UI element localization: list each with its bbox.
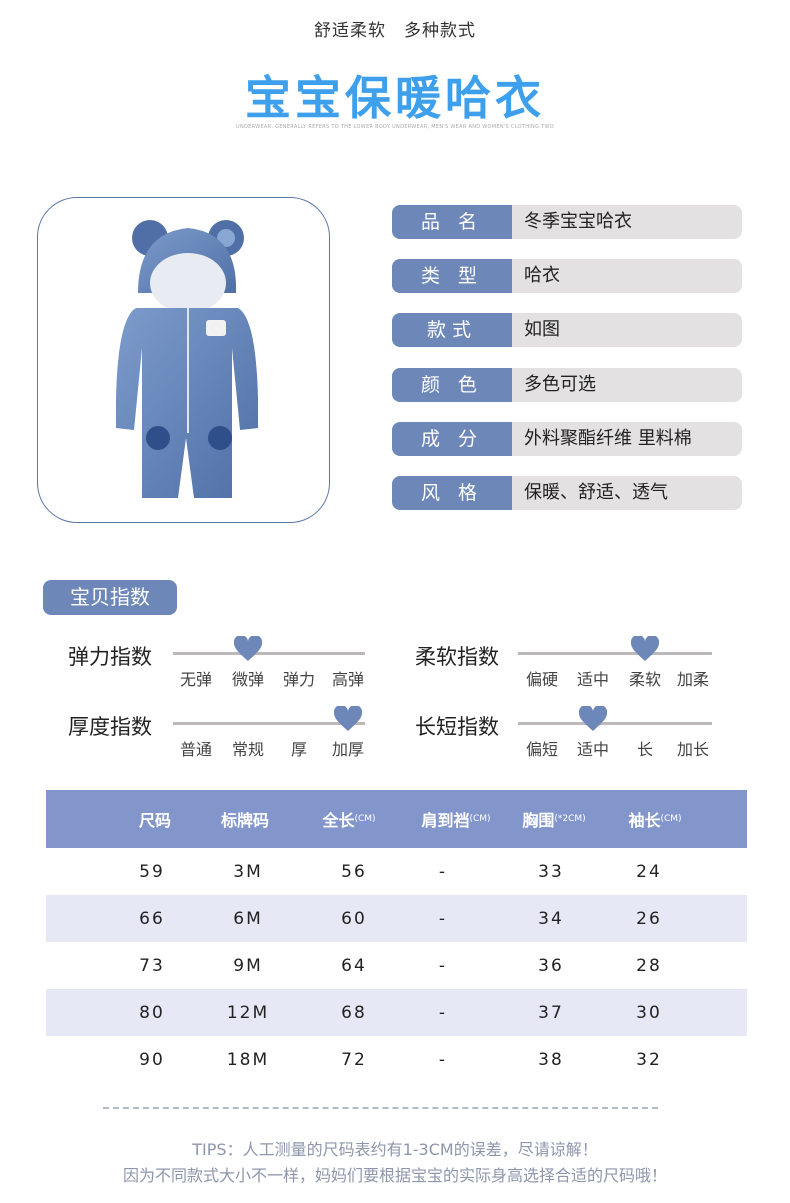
heart-icon: [333, 704, 363, 732]
info-value: 冬季宝宝哈衣: [512, 205, 742, 239]
index-level: 弹力: [282, 670, 315, 689]
table-cell: 26: [636, 908, 662, 929]
column-header: 袖长 (CM): [628, 811, 682, 830]
table-cell: 28: [636, 955, 662, 976]
table-cell: -: [438, 1002, 448, 1023]
info-label: 品 名: [392, 205, 512, 239]
index-track: [518, 652, 712, 655]
tips-line-2: 因为不同款式大小不一样，妈妈们要根据宝宝的实际身高选择合适的尺码哦！: [122, 1166, 667, 1185]
info-label: 类 型: [392, 259, 512, 294]
table-cell: 73: [139, 955, 165, 976]
column-header: 肩到裆 (CM): [421, 811, 491, 830]
table-cell: 34: [538, 908, 564, 929]
divider: [103, 1107, 658, 1109]
index-level: 适中: [576, 670, 609, 689]
table-cell: 33: [538, 861, 564, 882]
table-cell: 60: [341, 908, 367, 929]
index-section-title: 宝贝指数: [43, 580, 177, 615]
table-row: 73 9M 64 - 36 28: [46, 942, 747, 989]
info-value: 如图: [512, 313, 742, 348]
tips-line-1: TIPS：人工测量的尺码表约有1-3CM的误差，尽请谅解！: [192, 1140, 598, 1159]
product-image: [37, 197, 330, 523]
index-level: 常规: [231, 740, 264, 759]
table-row: 90 18M 72 - 38 32: [46, 1036, 747, 1083]
index-track: [173, 722, 365, 725]
index-level: 加厚: [331, 740, 364, 759]
index-level: 偏短: [525, 740, 558, 759]
table-cell: 9M: [233, 955, 263, 976]
info-label: 风 格: [392, 476, 512, 510]
info-value: 多色可选: [512, 367, 742, 402]
table-cell: 72: [341, 1049, 367, 1070]
index-track: [518, 722, 712, 725]
heart-icon: [233, 634, 263, 662]
table-row: 80 12M 68 - 37 30: [46, 989, 747, 1036]
table-cell: 6M: [233, 908, 263, 929]
table-cell: 90: [139, 1049, 165, 1070]
index-level: 无弹: [179, 670, 212, 689]
index-level: 加长: [676, 740, 709, 759]
index-level: 微弹: [231, 670, 264, 689]
table-header: 尺码 标牌码 全长 (CM) 肩到裆 (CM) 胸围 (*2CM) 袖长 (CM): [46, 790, 747, 848]
table-cell: 30: [636, 1002, 662, 1023]
table-cell: 37: [538, 1002, 564, 1023]
heart-icon: [630, 634, 660, 662]
index-name: 长短指数: [415, 715, 499, 739]
table-cell: 12M: [226, 1002, 270, 1023]
table-cell: -: [438, 861, 448, 882]
index-level: 加柔: [676, 670, 709, 689]
subtitle: 舒适柔软 多种款式: [314, 21, 476, 41]
index-level: 适中: [576, 740, 609, 759]
index-level: 高弹: [331, 670, 364, 689]
index-name: 弹力指数: [68, 645, 152, 669]
index-track: [173, 652, 365, 655]
info-value: 哈衣: [512, 259, 742, 294]
table-cell: 36: [538, 955, 564, 976]
table-row: 66 6M 60 - 34 26: [46, 895, 747, 942]
table-cell: -: [438, 908, 448, 929]
table-cell: -: [438, 955, 448, 976]
index-name: 柔软指数: [415, 645, 499, 669]
column-header: 全长 (CM): [322, 811, 376, 830]
info-value: 保暖、舒适、透气: [512, 476, 742, 510]
table-cell: 56: [341, 861, 367, 882]
page-title: 宝宝保暖哈衣: [245, 71, 545, 125]
romper-icon: [116, 220, 258, 498]
english-tagline: UNDERWEAR, GENERALLY REFERS TO THE LOWER…: [236, 124, 554, 130]
table-cell: 32: [636, 1049, 662, 1070]
table-cell: 18M: [226, 1049, 270, 1070]
table-cell: 59: [139, 861, 165, 882]
table-cell: 38: [538, 1049, 564, 1070]
info-label: 成 分: [392, 421, 512, 456]
table-cell: 24: [636, 861, 662, 882]
table-cell: -: [438, 1049, 448, 1070]
size-table: 尺码 标牌码 全长 (CM) 肩到裆 (CM) 胸围 (*2CM) 袖长 (CM) 59 3M 56 -…: [46, 790, 747, 1083]
index-level: 普通: [179, 740, 212, 759]
info-label: 款式: [392, 313, 512, 348]
table-cell: 80: [139, 1002, 165, 1023]
index-level: 柔软: [628, 670, 661, 689]
table-cell: 64: [341, 955, 367, 976]
table-cell: 66: [139, 908, 165, 929]
column-header: 尺码: [138, 811, 171, 830]
info-label: 颜 色: [392, 367, 512, 402]
column-header: 标牌码: [220, 811, 269, 830]
index-level: 厚: [290, 740, 307, 759]
index-level: 偏硬: [525, 670, 558, 689]
table-cell: 68: [341, 1002, 367, 1023]
table-cell: 3M: [233, 861, 263, 882]
column-header: 胸围 (*2CM): [522, 811, 586, 830]
index-level: 长: [636, 740, 653, 759]
heart-icon: [578, 704, 608, 732]
info-value: 外料聚酯纤维 里料棉: [512, 421, 742, 456]
index-name: 厚度指数: [68, 715, 152, 739]
table-row: 59 3M 56 - 33 24: [46, 848, 747, 895]
